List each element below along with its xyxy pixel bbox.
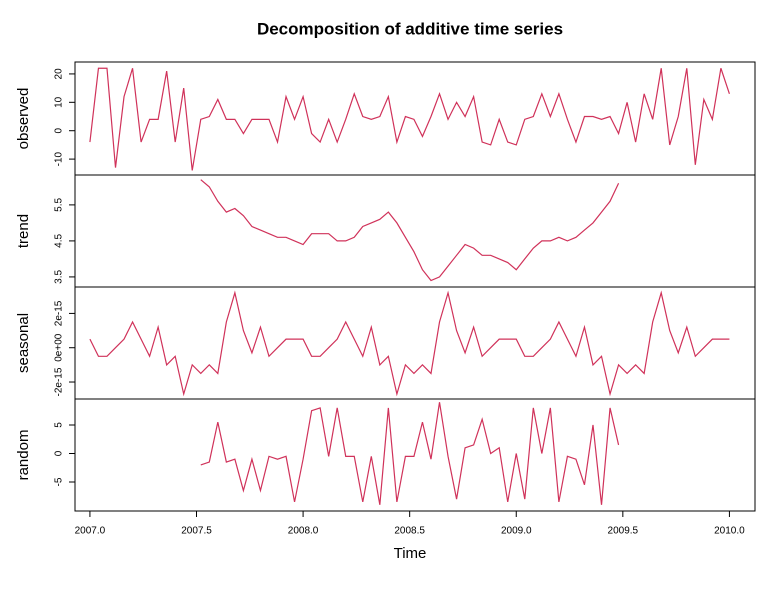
y-axis-label: trend [15,214,32,248]
y-tick-label: 5.5 [54,198,65,212]
y-tick-label: 2e-15 [54,300,65,326]
panel-frame [74,286,756,400]
x-tick-label: 2009.0 [501,526,532,537]
y-tick-label: 20 [54,68,65,80]
y-tick-label: 4.5 [54,234,65,248]
y-tick-label: -10 [54,151,65,166]
y-tick-label: 10 [54,96,65,108]
x-tick-label: 2008.5 [394,526,425,537]
x-tick-label: 2007.5 [181,526,212,537]
chart-title: Decomposition of additive time series [257,19,563,38]
x-tick-label: 2010.0 [714,526,745,537]
x-tick-label: 2009.5 [608,526,639,537]
panel-frame [74,398,756,512]
series-line [89,290,730,397]
y-tick-label: -2e-15 [54,367,65,396]
series-line [200,402,620,505]
y-tick-label: 0 [54,127,65,133]
x-tick-label: 2008.0 [288,526,319,537]
y-axis-label: random [15,430,32,481]
y-tick-label: 5 [54,422,65,428]
series-line [89,67,730,171]
y-axis-label: seasonal [15,313,32,373]
panel-frame [74,174,756,288]
y-axis-label: observed [15,88,32,150]
x-tick-label: 2007.0 [75,526,106,537]
series-line [200,179,620,282]
y-tick-label: 0 [54,450,65,456]
x-axis-label: Time [394,545,427,562]
y-tick-label: 0e+00 [54,333,65,362]
y-tick-label: 3.5 [54,270,65,284]
y-tick-label: -5 [54,477,65,486]
